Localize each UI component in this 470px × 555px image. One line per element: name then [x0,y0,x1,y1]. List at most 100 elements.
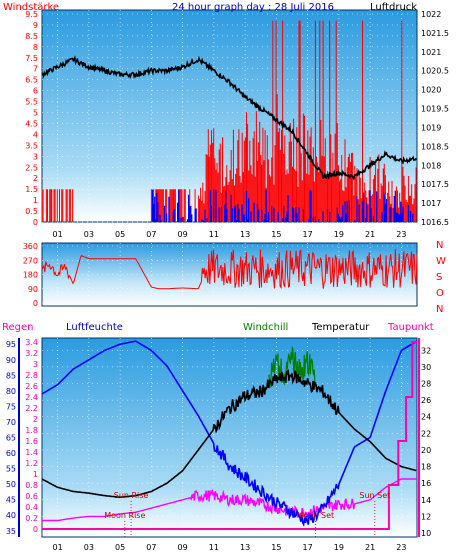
humidity-axis-title: Luftfeuchte [66,322,123,333]
wind-tick-label: 8.5 [25,32,38,41]
rain-tick-label: 2.4 [25,393,38,402]
x-tick-label: 01 [53,543,63,552]
pressure-tick-label: 1018.5 [421,142,449,151]
temp-tick-label: 20 [421,446,431,455]
wind-tick-label: 3 [33,152,38,161]
x-tick-label: 15 [271,230,281,239]
pressure-tick-label: 1017 [421,199,441,208]
direction-tick-label: 180 [23,271,38,280]
wind-tick-label: 6.5 [25,76,38,85]
direction-tick-label: 360 [23,242,38,251]
wind-tick-label: 4.5 [25,119,38,128]
pressure-tick-label: 1017.5 [421,180,449,189]
x-tick-label: 17 [303,230,313,239]
wind-gust-bars [151,189,414,222]
x-tick-label: 13 [240,230,250,239]
pressure-tick-label: 1022 [421,10,441,19]
humidity-tick-label: 65 [6,434,16,443]
wind-tick-label: 6 [33,87,38,96]
wind-tick-label: 3.5 [25,141,38,150]
direction-panel-background [41,242,418,307]
compass-letter: W [436,256,446,267]
windchill-legend: Windchill [243,322,288,333]
windchill-line [268,345,316,388]
event-label: Moon Set [297,511,334,520]
rain-tick-label: 2 [33,415,38,424]
direction-tick-label: 0 [33,299,38,308]
x-tick-label: 07 [146,230,156,239]
wind-tick-label: 1 [33,196,38,205]
pressure-tick-label: 1018 [421,161,441,170]
x-tick-label: 11 [209,230,219,239]
wind-tick-label: 1.5 [25,185,38,194]
temp-tick-label: 12 [421,512,431,521]
wind-tick-label: 4 [33,130,38,139]
compass-letter: N [436,240,443,251]
humidity-tick-label: 45 [6,496,16,505]
pressure-axis-title: Luftdruck [370,2,417,13]
rain-tick-label: 1.8 [25,426,38,435]
compass-letter: S [436,272,442,283]
temp-tick-label: 24 [421,413,431,422]
x-tick-label: 23 [396,230,406,239]
temp-tick-label: 10 [421,529,431,538]
temp-tick-label: 22 [421,429,431,438]
wind-tick-label: 2.5 [25,163,38,172]
temp-tick-label: 28 [421,380,431,389]
event-label: Sun Rise [114,491,149,500]
x-tick-label: 05 [115,230,125,239]
pressure-tick-label: 1019 [421,123,441,132]
wind-tick-label: 7.5 [25,54,38,63]
x-tick-label: 19 [334,230,344,239]
rain-tick-label: 0.4 [25,503,38,512]
wind-speed-line [41,20,417,222]
rain-tick-label: 2.6 [25,382,38,391]
wind-tick-label: 8 [33,43,38,52]
pressure-tick-label: 1016.5 [421,218,449,227]
temperature-line [41,369,417,499]
rain-tick-label: 0 [33,525,38,534]
x-tick-label: 09 [178,543,188,552]
temp-tick-label: 30 [421,363,431,372]
x-tick-label: 03 [84,543,94,552]
rain-tick-label: 1.4 [25,448,38,457]
humidity-tick-label: 35 [6,527,16,536]
x-tick-label: 21 [365,230,375,239]
pressure-line [41,55,417,181]
humidity-tick-label: 85 [6,371,16,380]
x-tick-label: 19 [334,543,344,552]
humidity-tick-label: 50 [6,480,16,489]
pressure-tick-label: 1021.5 [421,29,449,38]
x-tick-label: 21 [365,543,375,552]
pressure-tick-label: 1020.5 [421,67,449,76]
wind-tick-label: 9 [33,21,38,30]
wind-tick-label: 0.5 [25,207,38,216]
temp-tick-label: 18 [421,463,431,472]
x-tick-label: 01 [53,230,63,239]
temp-tick-label: 32 [421,346,431,355]
dewpoint-axis-title: Taupunkt [387,322,434,333]
humidity-line [41,340,418,528]
page-title: 24 hour graph day : 28 Juli 2016 [172,2,334,13]
humidity-tick-label: 60 [6,449,16,458]
rain-tick-label: 0.2 [25,514,38,523]
x-tick-label: 15 [271,543,281,552]
compass-letter: N [436,304,443,315]
rain-tick-label: 2.2 [25,404,38,413]
pressure-tick-label: 1020 [421,86,441,95]
rain-tick-label: 1 [33,470,38,479]
x-tick-label: 05 [115,543,125,552]
pressure-tick-label: 1021 [421,48,441,57]
rain-axis-title: Regen [2,322,34,333]
event-label: Sun Set [359,491,390,500]
x-tick-label: 23 [396,543,406,552]
rain-tick-label: 1.6 [25,437,38,446]
humidity-tick-label: 70 [6,418,16,427]
wind-tick-label: 9.5 [25,10,38,19]
wind-tick-label: 5.5 [25,98,38,107]
temp-tick-label: 26 [421,396,431,405]
wind-tick-label: 7 [33,65,38,74]
compass-letter: O [436,288,444,299]
